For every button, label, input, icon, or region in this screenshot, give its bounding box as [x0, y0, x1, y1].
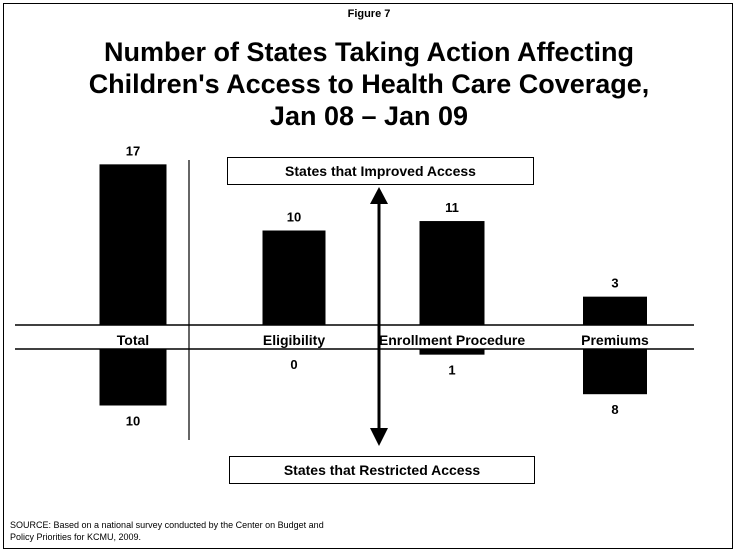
title-line-2: Children's Access to Health Care Coverag…: [88, 69, 650, 99]
label-restricted-2: 1: [448, 363, 455, 378]
chart-title: Number of States Taking Action Affecting…: [40, 36, 698, 132]
bar-improved-2: [419, 221, 485, 325]
label-improved-0: 17: [126, 143, 140, 158]
label-improved-1: 10: [287, 210, 301, 225]
label-restricted-1: 0: [290, 357, 297, 372]
improved-access-box: States that Improved Access: [227, 157, 534, 185]
category-label-3: Premiums: [581, 332, 649, 348]
source-line-2: Policy Priorities for KCMU, 2009.: [10, 532, 142, 542]
source-line-1: SOURCE: Based on a national survey condu…: [10, 520, 324, 530]
label-restricted-3: 8: [611, 402, 618, 417]
restricted-access-box: States that Restricted Access: [229, 456, 535, 484]
category-label-1: Eligibility: [263, 332, 325, 348]
category-label-0: Total: [117, 332, 149, 348]
figure-label: Figure 7: [347, 8, 391, 20]
bar-improved-3: [583, 296, 647, 325]
bar-improved-1: [262, 230, 326, 325]
arrow-head-up: [370, 187, 388, 204]
title-line-3: Jan 08 – Jan 09: [269, 101, 469, 131]
label-restricted-0: 10: [126, 414, 140, 429]
bar-restricted-3: [583, 349, 647, 395]
bar-improved-0: [99, 164, 167, 325]
label-improved-3: 3: [611, 276, 618, 291]
title-line-1: Number of States Taking Action Affecting: [103, 37, 635, 67]
label-improved-2: 11: [445, 200, 459, 215]
category-label-2: Enrollment Procedure: [379, 332, 525, 348]
source-note: SOURCE: Based on a national survey condu…: [10, 519, 570, 543]
bar-restricted-0: [99, 349, 167, 406]
arrow-head-down: [370, 428, 388, 446]
bar-restricted-2: [419, 349, 485, 355]
